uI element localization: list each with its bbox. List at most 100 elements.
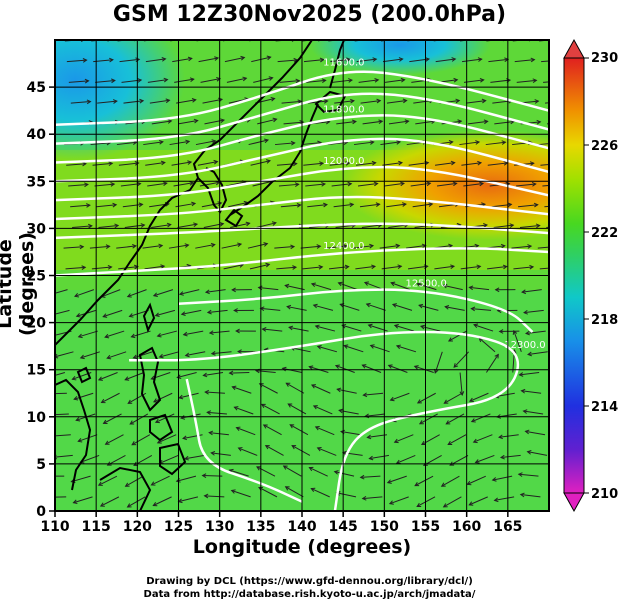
streamline-segment [169,140,190,146]
streamline-segment [360,100,381,104]
streamline-segment [250,160,271,166]
streamline-arrowhead [133,461,139,466]
coast-visayas [149,413,174,442]
streamline-arrowhead [183,455,189,461]
streamline-segment [283,121,304,125]
streamline-arrowhead [336,387,342,393]
streamline-segment [55,392,67,395]
streamline-arrowhead [245,221,251,227]
streamline-arrowhead [414,482,420,487]
streamline-segment [122,203,143,208]
streamline-arrowhead [104,333,110,339]
streamline-arrowhead [160,264,166,269]
streamline-arrowhead [136,181,142,187]
coast-taiwan [142,302,156,333]
streamline-arrowhead [84,78,90,84]
streamline-segment [419,413,438,425]
streamline-segment [55,454,73,458]
streamline-segment [315,426,335,436]
streamline-arrowhead [124,376,130,381]
streamline-arrowhead [387,364,393,369]
streamline-arrowhead [393,438,399,444]
streamline-arrowhead [84,182,89,188]
streamline-arrowhead [214,56,220,61]
streamline-arrowhead [363,281,369,286]
height-contour [55,222,549,240]
streamline-segment [448,330,467,342]
streamline-segment [238,447,258,456]
streamline-arrowhead [372,57,378,62]
y-tick-label: 35 [27,174,46,190]
streamline-segment [157,330,177,337]
streamline-arrowhead [160,160,166,166]
streamline-arrowhead [397,264,403,270]
streamline-segment [543,81,549,83]
streamline-segment [410,182,431,187]
streamline-segment [305,183,326,187]
streamline-segment [494,121,515,125]
streamline-segment [100,496,120,507]
streamline-segment [286,382,305,394]
x-tick-label: 140 [287,519,316,535]
streamline-segment [259,383,278,394]
streamline-arrowhead [494,287,500,293]
streamline-segment [301,142,322,146]
streamline-segment [277,59,298,63]
streamline-segment [467,475,486,485]
streamline-arrowhead [235,328,240,334]
streamline-arrowhead [152,292,158,297]
streamline-arrowhead [187,160,193,165]
streamline-arrowhead [208,330,214,336]
streamline-arrowhead [333,470,339,475]
streamline-segment [471,413,491,423]
streamline-segment [230,222,250,228]
streamline-segment [94,183,115,187]
streamline-arrowhead [499,454,505,460]
streamline-arrowhead [365,302,371,308]
streamline-segment [389,496,409,505]
x-tick-label: 115 [82,519,111,535]
streamline-segment [436,182,457,187]
streamline-segment [263,424,282,436]
streamline-arrowhead [237,349,242,354]
streamline-segment [488,58,509,63]
streamline-segment [123,100,144,104]
streamline-arrowhead [134,161,140,166]
streamline-segment [367,434,388,438]
streamline-arrowhead [527,351,532,357]
streamline-arrowhead [233,406,239,411]
streamline-segment [149,99,170,104]
streamline-arrowhead [288,325,294,331]
streamline-segment [460,265,481,270]
streamline-segment [256,222,277,228]
streamline-arrowhead [470,306,476,312]
streamline-arrowhead [158,243,164,249]
streamline-arrowhead [334,364,340,369]
streamline-segment [330,58,351,63]
streamline-arrowhead [534,99,540,104]
streamline-segment [197,161,218,166]
streamline-arrowhead [102,313,108,318]
streamline-segment [176,99,196,104]
streamline-segment [465,100,486,104]
streamline-segment [379,245,400,249]
streamline-segment [199,181,220,187]
streamline-segment [63,246,84,249]
streamline-arrowhead [79,354,85,360]
streamline-arrowhead [477,57,483,62]
streamline-segment [527,351,548,355]
streamline-segment [390,392,410,401]
streamline-arrowhead [82,58,88,63]
streamline-arrowhead [87,223,93,229]
streamline-arrowhead [107,264,113,270]
streamline-segment [313,405,333,415]
streamline-arrowhead [554,141,558,145]
streamline-segment [514,59,535,63]
streamline-arrowhead [187,56,193,62]
streamline-arrowhead [426,181,432,187]
streamline-segment [153,496,172,506]
streamline-arrowhead [451,57,457,62]
streamline-segment [329,162,350,166]
streamline-segment [332,79,353,83]
